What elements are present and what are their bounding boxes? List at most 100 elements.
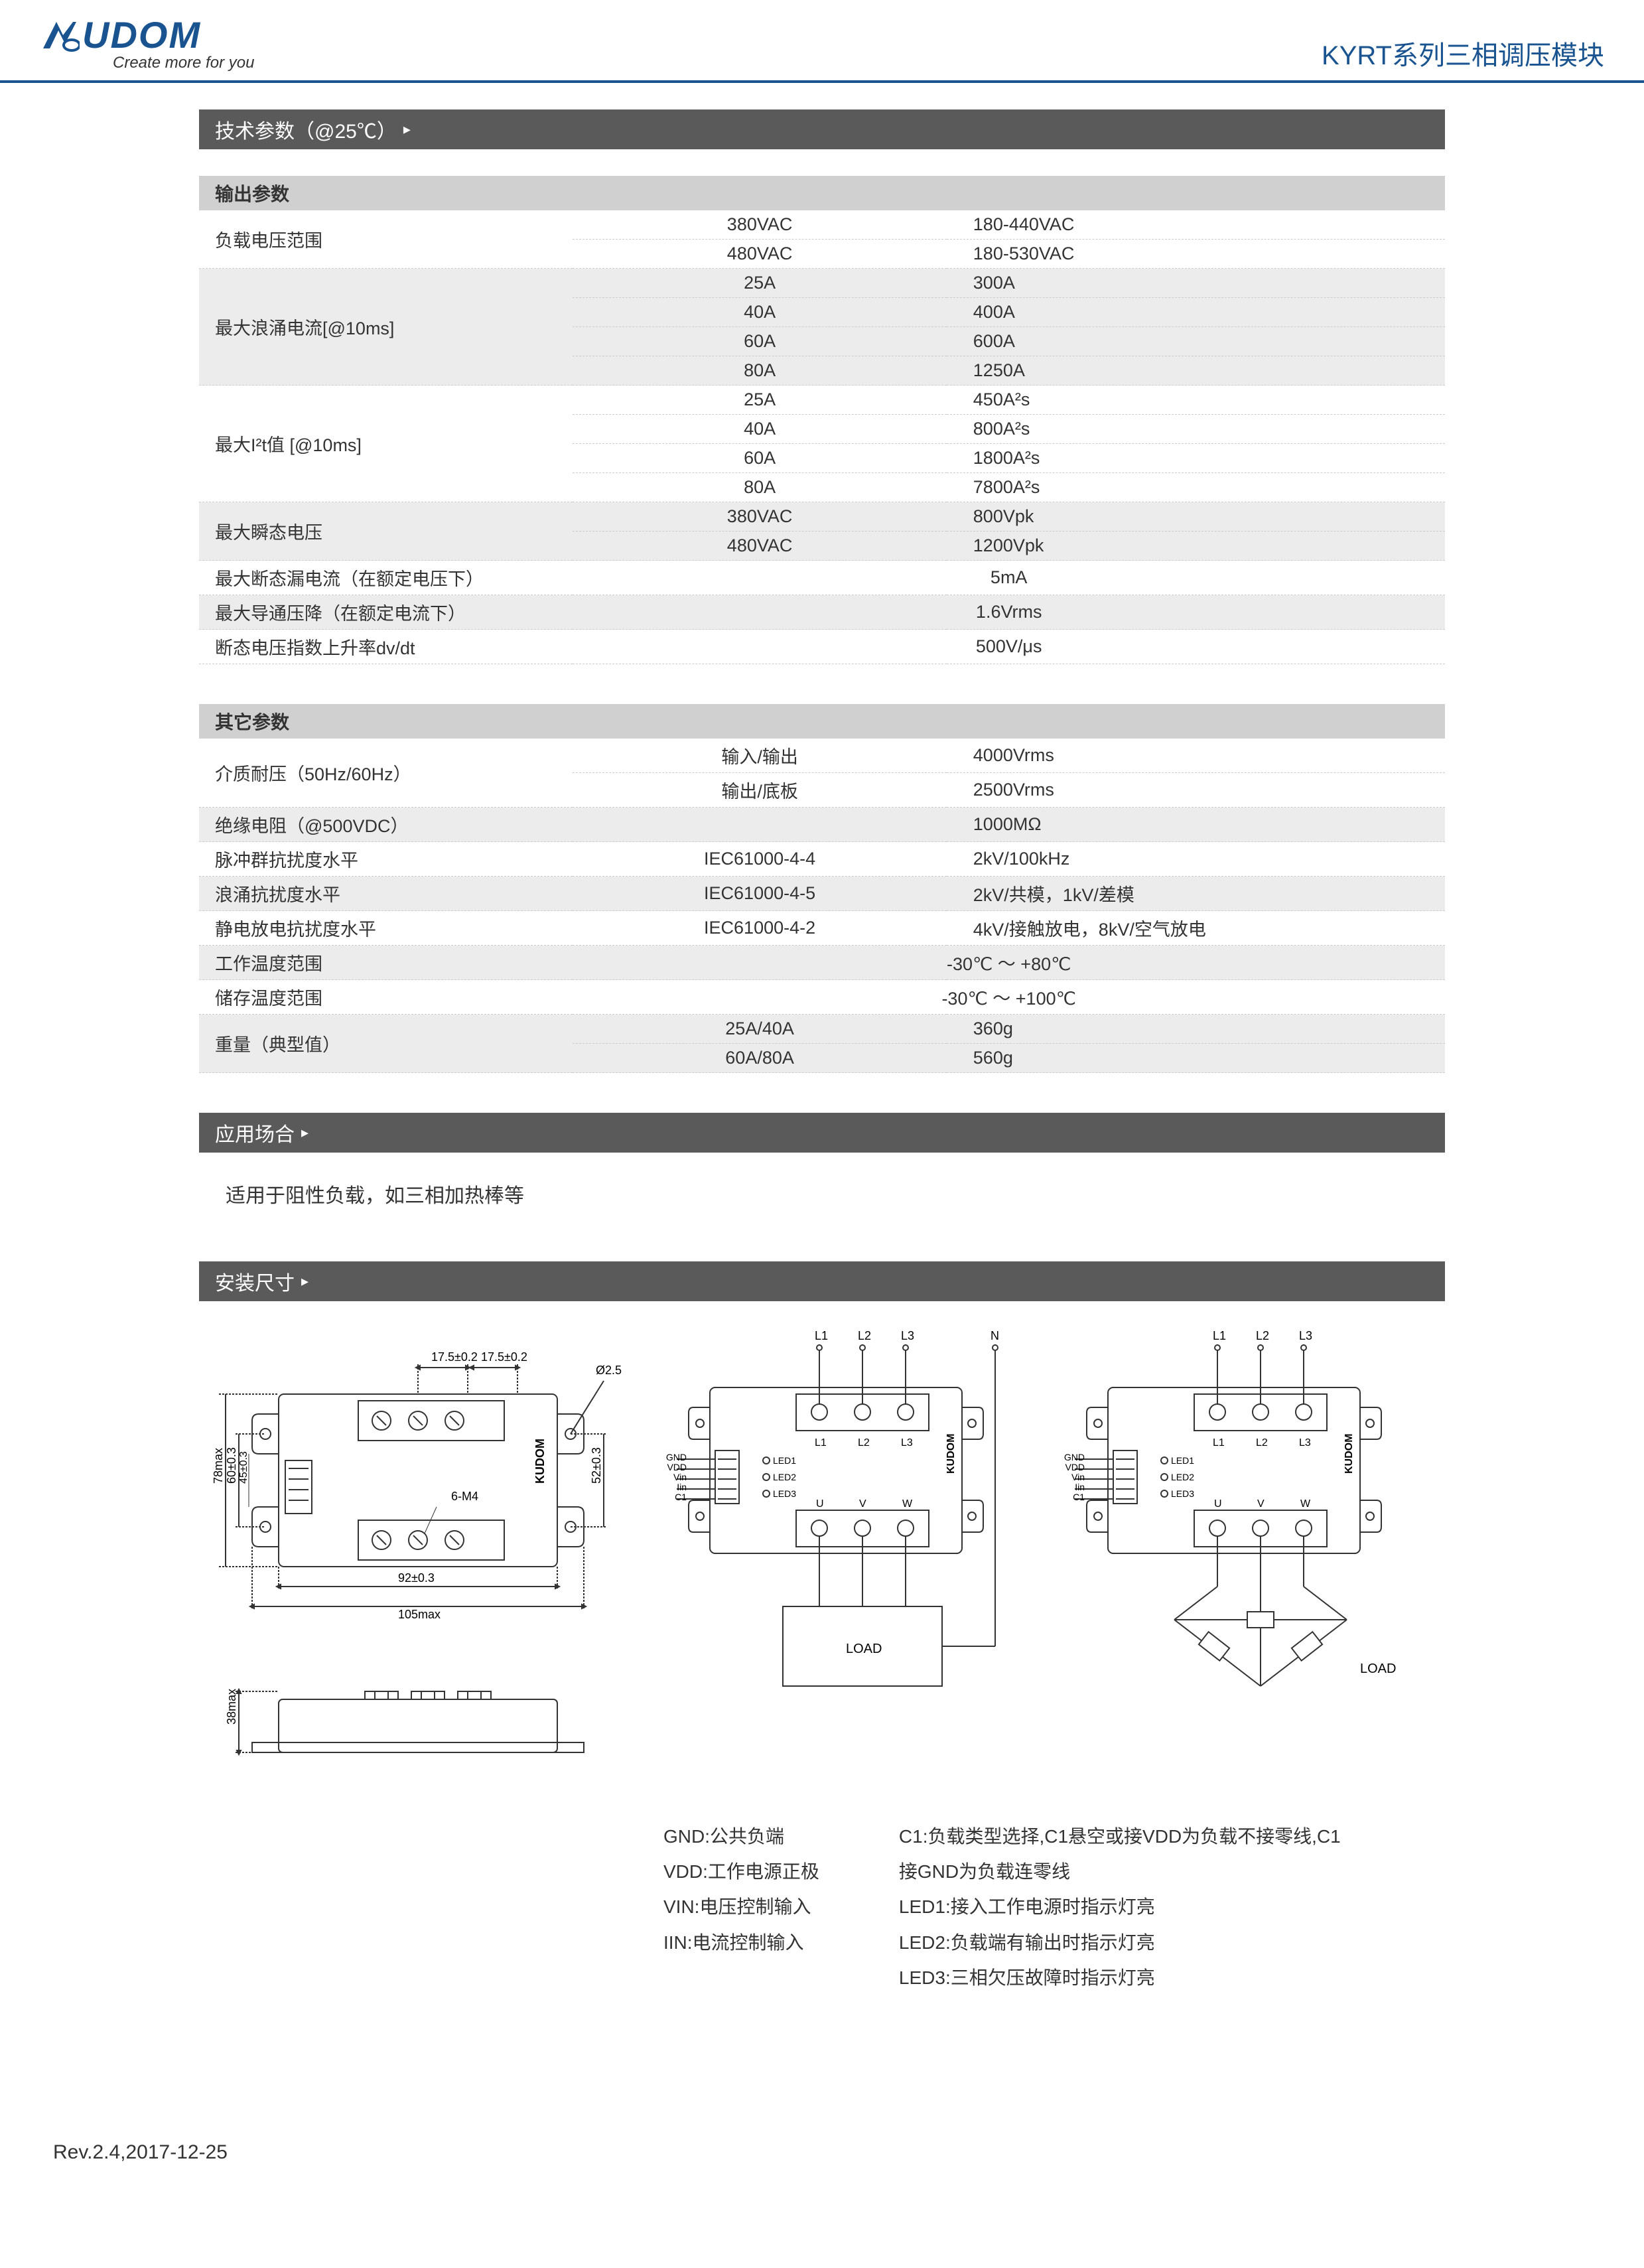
section-title: 安装尺寸 <box>215 1267 295 1296</box>
label-L1b: L1 <box>1213 1437 1225 1449</box>
label-Vin: Vin <box>1071 1472 1085 1482</box>
dim-tab-w2: 17.5±0.2 <box>481 1350 527 1364</box>
footer: Rev.2.4,2017-12-25 <box>0 2048 1644 2190</box>
label-Iin: Iin <box>677 1482 687 1492</box>
label-C1: C1 <box>675 1492 687 1502</box>
legend-item: LED3:三相欠压故障时指示灯亮 <box>899 1960 1341 1995</box>
param-label: 最大I²t值 [@10ms] <box>199 386 573 502</box>
param-mid: 25A <box>573 386 946 415</box>
label-LED2: LED2 <box>773 1472 796 1482</box>
dim-h-inner: 60±0.3 <box>225 1447 238 1484</box>
logo-block: UDOM Create more for you <box>40 13 254 72</box>
param-value: 2500Vrms <box>947 773 1445 808</box>
param-value: 1250A <box>947 356 1445 386</box>
param-mid: 25A/40A <box>573 1015 946 1044</box>
label-LED1: LED1 <box>1171 1455 1194 1466</box>
param-mid: 40A <box>573 415 946 444</box>
label-L3b: L3 <box>1299 1437 1311 1449</box>
label-U: U <box>1214 1498 1222 1510</box>
param-mid: 输出/底板 <box>573 773 946 808</box>
label-Vin: Vin <box>673 1472 687 1482</box>
logo-text: UDOM <box>82 13 201 56</box>
param-value: -30℃ ～ +80℃ <box>573 946 1445 980</box>
label-L2: L2 <box>858 1329 871 1342</box>
param-mid: 380VAC <box>573 210 946 240</box>
label-L2b: L2 <box>1256 1437 1268 1449</box>
dim-w-inner: 92±0.3 <box>398 1571 435 1585</box>
logo: UDOM <box>40 13 254 56</box>
label-L3b: L3 <box>901 1437 913 1449</box>
param-value: 7800A²s <box>947 473 1445 502</box>
param-value: 5mA <box>573 561 1445 595</box>
dim-h-inner2: 45±0.3 <box>238 1451 249 1484</box>
param-mid: IEC61000-4-4 <box>573 842 946 877</box>
label-Iin: Iin <box>1075 1482 1085 1492</box>
label-LED2: LED2 <box>1171 1472 1194 1482</box>
wiring-diagram-wye: L1 L2 L3 N L1 L2 L3 U V W GND VDD Vin Ii… <box>663 1328 1022 1739</box>
output-params-table: 负载电压范围380VAC180-440VAC480VAC180-530VAC最大… <box>199 210 1445 664</box>
label-N: N <box>991 1329 999 1342</box>
label-L3: L3 <box>1299 1329 1312 1342</box>
label-LED1: LED1 <box>773 1455 796 1466</box>
label-W: W <box>1300 1498 1311 1510</box>
param-value: 4kV/接触放电，8kV/空气放电 <box>947 911 1445 946</box>
tagline: Create more for you <box>113 54 254 72</box>
param-value: 4000Vrms <box>947 739 1445 773</box>
side-view-diagram: 38max <box>199 1660 624 1779</box>
other-params-header: 其它参数 <box>199 704 1445 739</box>
param-label: 浪涌抗扰度水平 <box>199 877 573 911</box>
legend-item: VDD:工作电源正极 <box>663 1854 819 1889</box>
param-value: 1200Vpk <box>947 532 1445 561</box>
param-mid: 480VAC <box>573 532 946 561</box>
label-L1b: L1 <box>815 1437 827 1449</box>
param-label: 最大浪涌电流[@10ms] <box>199 269 573 386</box>
param-label: 负载电压范围 <box>199 210 573 269</box>
wiring-diagram-delta: L1 L2 L3 L1 L2 L3 U V W GND VDD Vin Iin … <box>1062 1328 1420 1739</box>
param-value: 800Vpk <box>947 502 1445 532</box>
legend-item: LED1:接入工作电源时指示灯亮 <box>899 1889 1341 1924</box>
label-V: V <box>1257 1498 1265 1510</box>
label-GND: GND <box>1064 1452 1085 1462</box>
legend-item: GND:公共负端 <box>663 1819 819 1854</box>
dim-screw: 6-M4 <box>451 1490 478 1503</box>
brand-label: KUDOM <box>945 1434 957 1474</box>
param-mid: IEC61000-4-5 <box>573 877 946 911</box>
top-view-diagram: 17.5±0.2 17.5±0.2 Ø2.5 92±0.3 105max 78m… <box>199 1328 624 1620</box>
param-value: 300A <box>947 269 1445 298</box>
param-value: 600A <box>947 327 1445 356</box>
label-L1: L1 <box>815 1329 828 1342</box>
param-value: 180-440VAC <box>947 210 1445 240</box>
param-label: 工作温度范围 <box>199 946 573 980</box>
param-label: 脉冲群抗扰度水平 <box>199 842 573 877</box>
param-value: 2kV/共模，1kV/差模 <box>947 877 1445 911</box>
param-label: 最大导通压降（在额定电流下） <box>199 595 573 630</box>
label-U: U <box>816 1498 824 1510</box>
param-mid: 60A <box>573 327 946 356</box>
param-mid: 输入/输出 <box>573 739 946 773</box>
param-mid: 80A <box>573 473 946 502</box>
param-value: 450A²s <box>947 386 1445 415</box>
param-mid: 60A <box>573 444 946 473</box>
arrow-icon: ▸ <box>301 1273 308 1290</box>
param-value: 180-530VAC <box>947 240 1445 269</box>
param-mid: 480VAC <box>573 240 946 269</box>
param-value: 1800A²s <box>947 444 1445 473</box>
brand-label: KUDOM <box>1343 1434 1355 1474</box>
legend-right: C1:负载类型选择,C1悬空或接VDD为负载不接零线,C1接GND为负载连零线L… <box>899 1819 1341 1995</box>
section-bar-application: 应用场合 ▸ <box>199 1113 1445 1153</box>
label-L3: L3 <box>901 1329 914 1342</box>
diagrams-row: 17.5±0.2 17.5±0.2 Ø2.5 92±0.3 105max 78m… <box>199 1328 1445 1779</box>
param-mid: 25A <box>573 269 946 298</box>
label-LED3: LED3 <box>773 1488 796 1499</box>
legend-item: C1:负载类型选择,C1悬空或接VDD为负载不接零线,C1 <box>899 1819 1341 1854</box>
legend-item: VIN:电压控制输入 <box>663 1889 819 1924</box>
param-mid: IEC61000-4-2 <box>573 911 946 946</box>
param-label: 绝缘电阻（@500VDC） <box>199 808 573 842</box>
label-VDD: VDD <box>667 1462 687 1472</box>
section-bar-dimensions: 安装尺寸 ▸ <box>199 1261 1445 1301</box>
param-value: -30℃ ～ +100℃ <box>573 980 1445 1015</box>
arrow-icon: ▸ <box>301 1124 308 1141</box>
label-W: W <box>902 1498 913 1510</box>
dim-hole: Ø2.5 <box>596 1364 622 1377</box>
output-params-header: 输出参数 <box>199 176 1445 210</box>
